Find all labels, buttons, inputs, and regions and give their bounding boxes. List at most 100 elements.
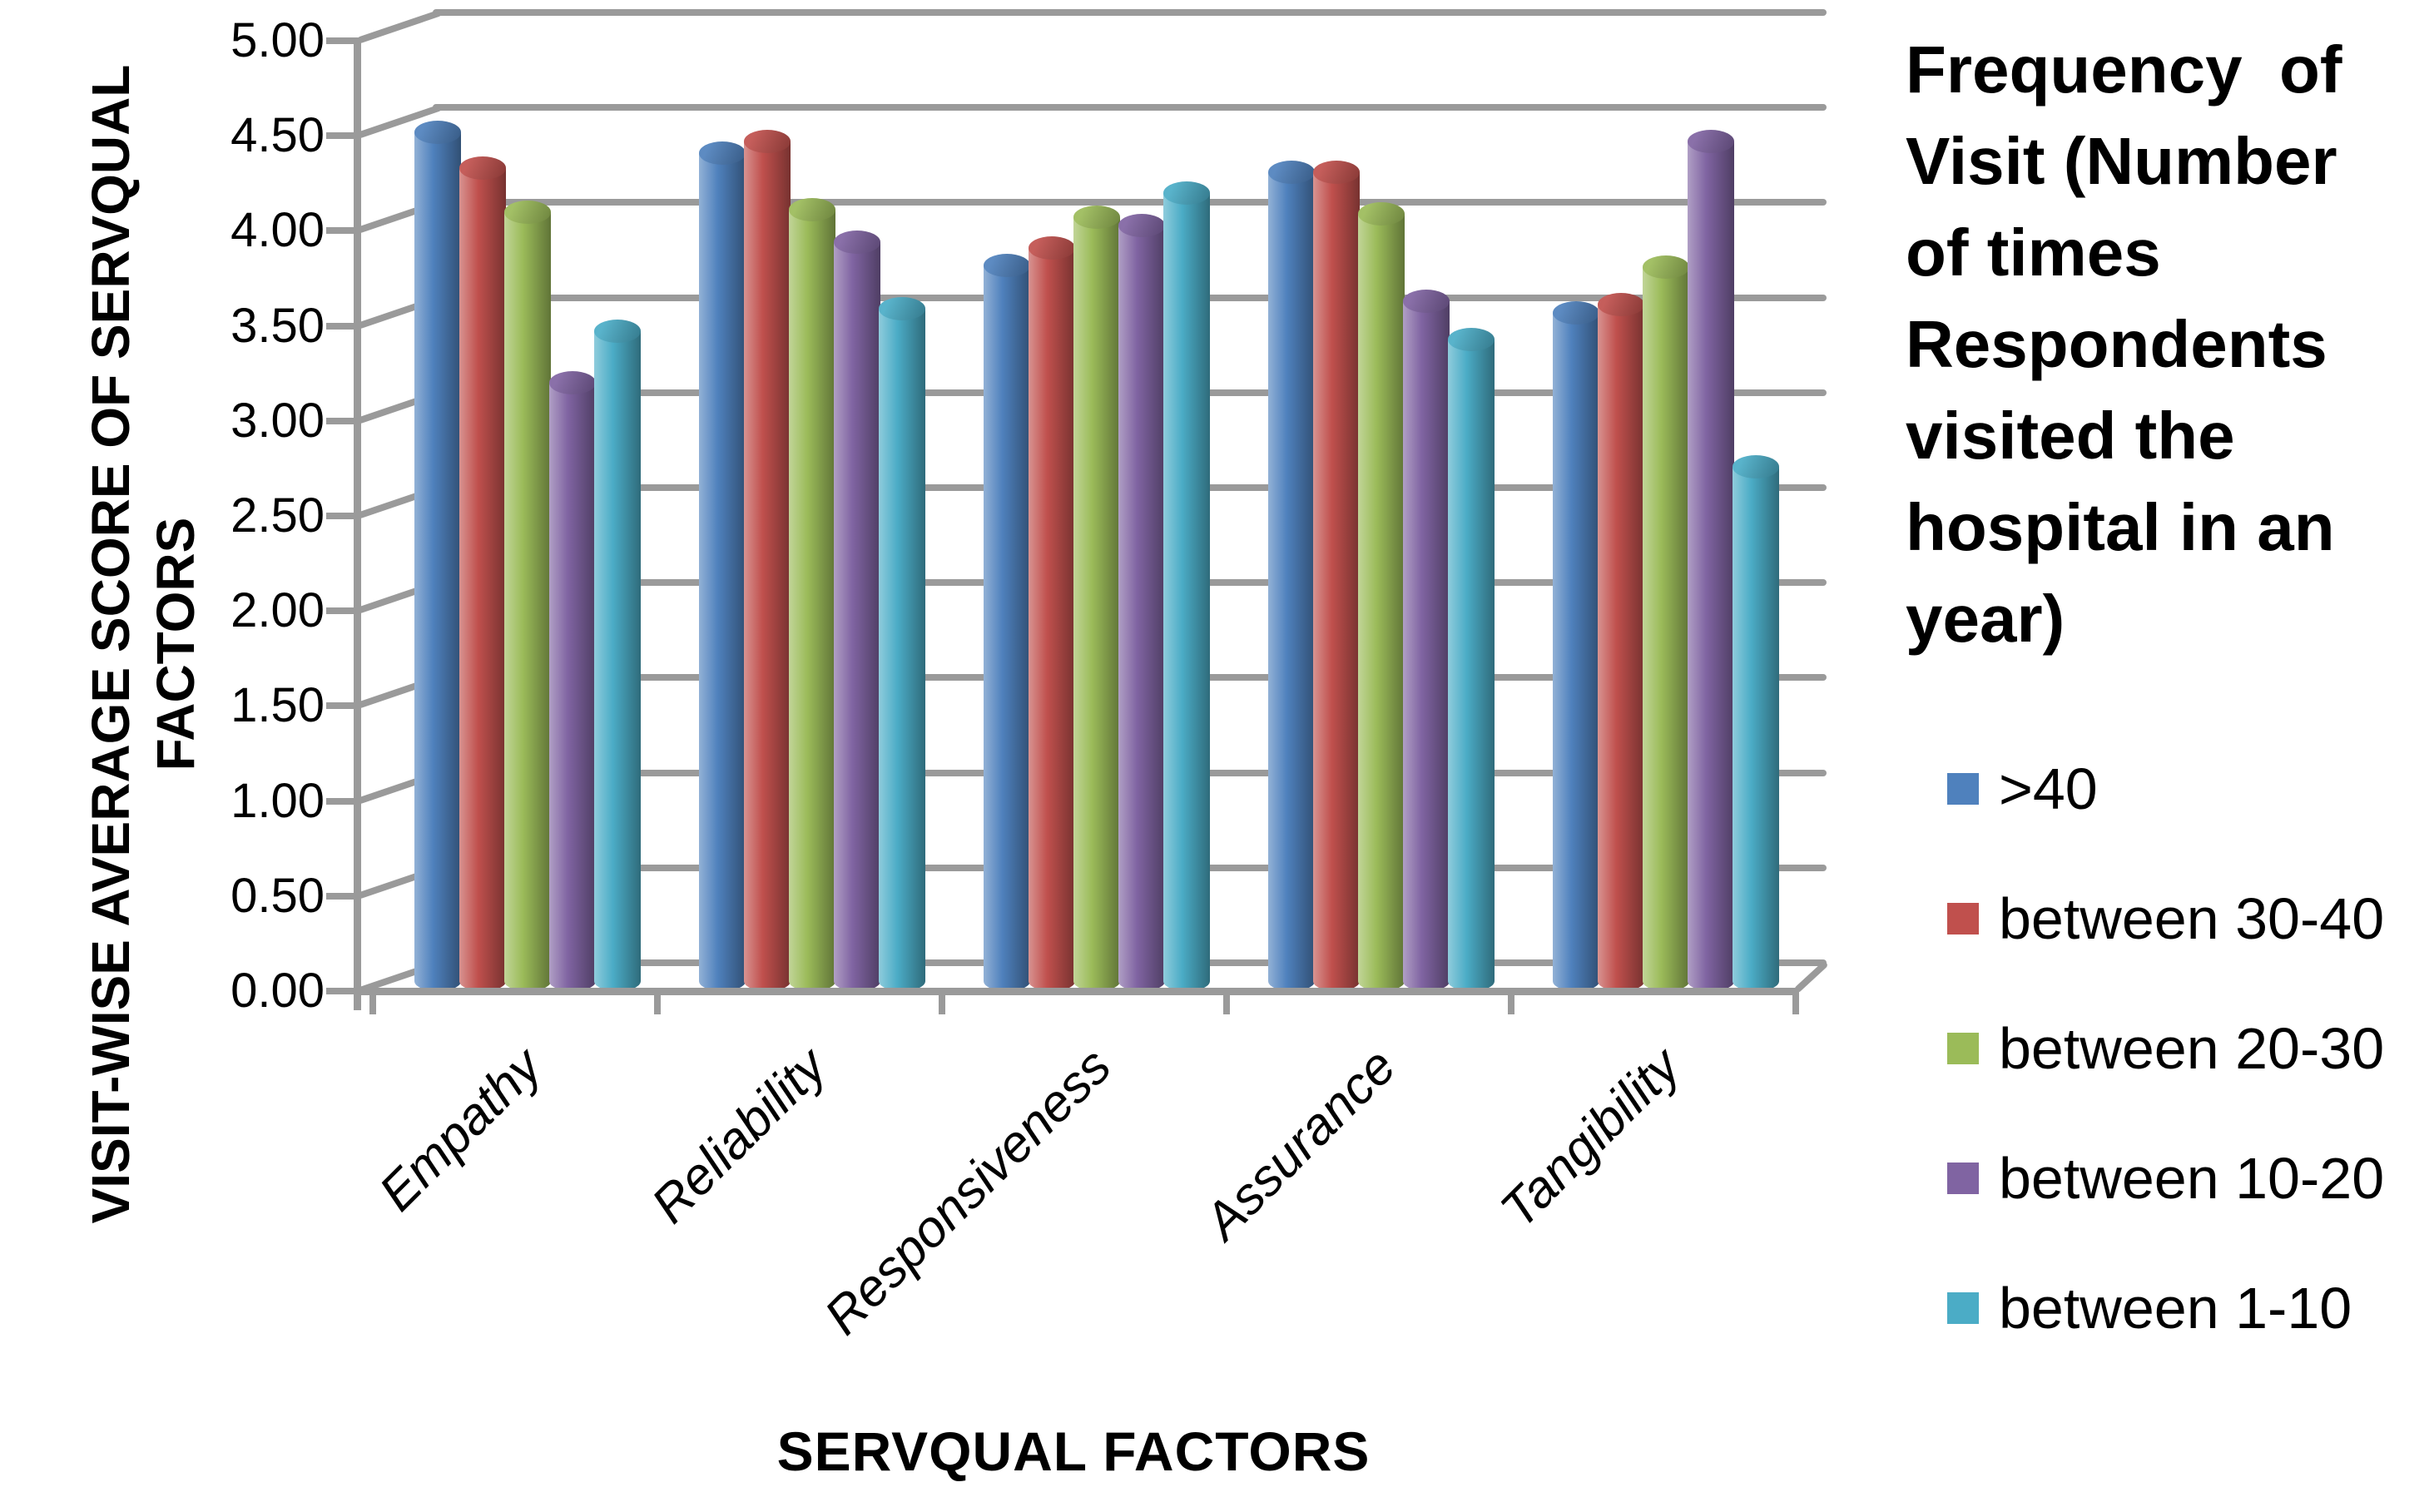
y-tick-label: 3.50 bbox=[231, 298, 325, 353]
cylinder-body bbox=[1688, 141, 1734, 991]
y-axis-tick bbox=[326, 702, 358, 710]
cylinder-body bbox=[1448, 339, 1495, 991]
cylinder-body bbox=[1553, 312, 1599, 991]
cylinder-body bbox=[594, 331, 641, 991]
cylinder-bar bbox=[1598, 293, 1644, 991]
legend-title: Frequency of Visit (Number of times Respond… bbox=[1906, 24, 2434, 665]
legend-title-line: visited the bbox=[1906, 399, 2235, 473]
y-axis-tick bbox=[326, 322, 358, 330]
cylinder-body bbox=[699, 152, 746, 991]
cylinder-cap bbox=[1118, 213, 1165, 237]
y-tick-label: 0.50 bbox=[231, 868, 325, 923]
cylinder-body bbox=[1073, 217, 1120, 991]
legend-label: between 1-10 bbox=[1999, 1276, 2352, 1341]
y-tick-label: 2.50 bbox=[231, 488, 325, 543]
x-axis-tick bbox=[369, 991, 376, 1014]
cylinder-cap bbox=[834, 231, 880, 255]
y-tick-label: 2.00 bbox=[231, 583, 325, 638]
cylinder-body bbox=[1163, 192, 1210, 991]
y-axis-line bbox=[354, 37, 361, 1010]
cylinder-bar bbox=[744, 130, 791, 991]
y-axis-tick bbox=[326, 607, 358, 615]
cylinder-cap bbox=[504, 200, 551, 224]
cylinder-cap bbox=[1358, 201, 1405, 226]
cylinder-bar bbox=[1118, 213, 1165, 991]
cylinder-bar bbox=[1448, 327, 1495, 991]
cylinder-cap bbox=[699, 141, 746, 165]
y-axis-tick bbox=[326, 227, 358, 235]
cylinder-body bbox=[1403, 300, 1450, 991]
cylinder-body bbox=[1598, 305, 1644, 991]
legend-title-line: Visit (Number bbox=[1906, 124, 2337, 198]
cylinder-cap bbox=[1403, 289, 1450, 313]
legend-item: between 10-20 bbox=[1906, 1147, 2434, 1210]
cylinder-cap bbox=[1073, 206, 1120, 230]
cylinder-body bbox=[459, 168, 506, 991]
cylinder-body bbox=[1358, 213, 1405, 991]
cylinder-bar bbox=[1553, 300, 1599, 991]
legend-label: between 20-30 bbox=[1999, 1016, 2385, 1081]
cylinder-bar bbox=[789, 198, 835, 991]
legend-item: between 1-10 bbox=[1906, 1277, 2434, 1340]
cylinder-cap bbox=[1313, 160, 1360, 184]
cylinder-cap bbox=[1598, 293, 1644, 317]
gridline bbox=[433, 199, 1827, 206]
cylinder-bar bbox=[1643, 255, 1689, 991]
cylinder-cap bbox=[1029, 235, 1075, 260]
cylinder-body bbox=[1029, 247, 1075, 991]
legend-item: >40 bbox=[1906, 757, 2434, 820]
cylinder-cap bbox=[459, 156, 506, 181]
y-axis-tick bbox=[326, 132, 358, 140]
x-axis-line bbox=[358, 988, 1796, 995]
legend-swatch bbox=[1947, 1033, 1979, 1064]
cylinder-body bbox=[1733, 466, 1779, 991]
legend-title-line: Frequency of bbox=[1906, 32, 2342, 107]
cylinder-body bbox=[879, 309, 925, 991]
cylinder-bar bbox=[1403, 289, 1450, 991]
cylinder-bar bbox=[459, 156, 506, 991]
y-axis-tick bbox=[326, 37, 358, 44]
legend-label: between 10-20 bbox=[1999, 1146, 2385, 1211]
cylinder-body bbox=[744, 141, 791, 991]
cylinder-cap bbox=[1688, 130, 1734, 154]
cylinder-cap bbox=[1268, 160, 1315, 184]
y-axis-tick bbox=[326, 892, 358, 900]
cylinder-bar bbox=[879, 297, 925, 991]
legend: Frequency of Visit (Number of times Respond… bbox=[1906, 24, 2434, 1340]
x-axis-title: SERVQUAL FACTORS bbox=[776, 1420, 1371, 1482]
cylinder-cap bbox=[879, 297, 925, 321]
legend-title-line: hospital in an bbox=[1906, 490, 2335, 564]
cylinder-bar bbox=[504, 200, 551, 991]
cylinder-cap bbox=[1643, 255, 1689, 279]
cylinder-body bbox=[1643, 266, 1689, 991]
y-tick-label: 0.00 bbox=[231, 964, 325, 1018]
cylinder-bar bbox=[1029, 235, 1075, 991]
cylinder-bar bbox=[984, 253, 1030, 991]
cylinder-body bbox=[414, 131, 461, 991]
legend-swatch bbox=[1947, 1292, 1979, 1324]
gridline bbox=[433, 104, 1827, 112]
cylinder-cap bbox=[549, 371, 596, 395]
gridline-depth-stub bbox=[356, 9, 443, 44]
cylinder-bar bbox=[549, 371, 596, 991]
cylinder-bar bbox=[594, 320, 641, 991]
cylinder-cap bbox=[744, 130, 791, 154]
y-tick-label: 4.50 bbox=[231, 108, 325, 163]
y-tick-label: 1.50 bbox=[231, 678, 325, 733]
cylinder-cap bbox=[414, 120, 461, 144]
legend-item: between 20-30 bbox=[1906, 1017, 2434, 1080]
legend-swatch bbox=[1947, 1163, 1979, 1194]
y-axis-tick bbox=[326, 513, 358, 519]
cylinder-cap bbox=[1553, 300, 1599, 325]
y-tick-label: 5.00 bbox=[231, 13, 325, 67]
y-tick-label: 1.00 bbox=[231, 773, 325, 828]
cylinder-cap bbox=[984, 253, 1030, 277]
cylinder-bar bbox=[1073, 206, 1120, 991]
cylinder-bar bbox=[1163, 181, 1210, 991]
cylinder-body bbox=[1268, 171, 1315, 991]
legend-label: between 30-40 bbox=[1999, 886, 2385, 951]
cylinder-bar bbox=[834, 231, 880, 991]
cylinder-body bbox=[834, 242, 880, 991]
legend-title-line: year) bbox=[1906, 582, 2065, 656]
